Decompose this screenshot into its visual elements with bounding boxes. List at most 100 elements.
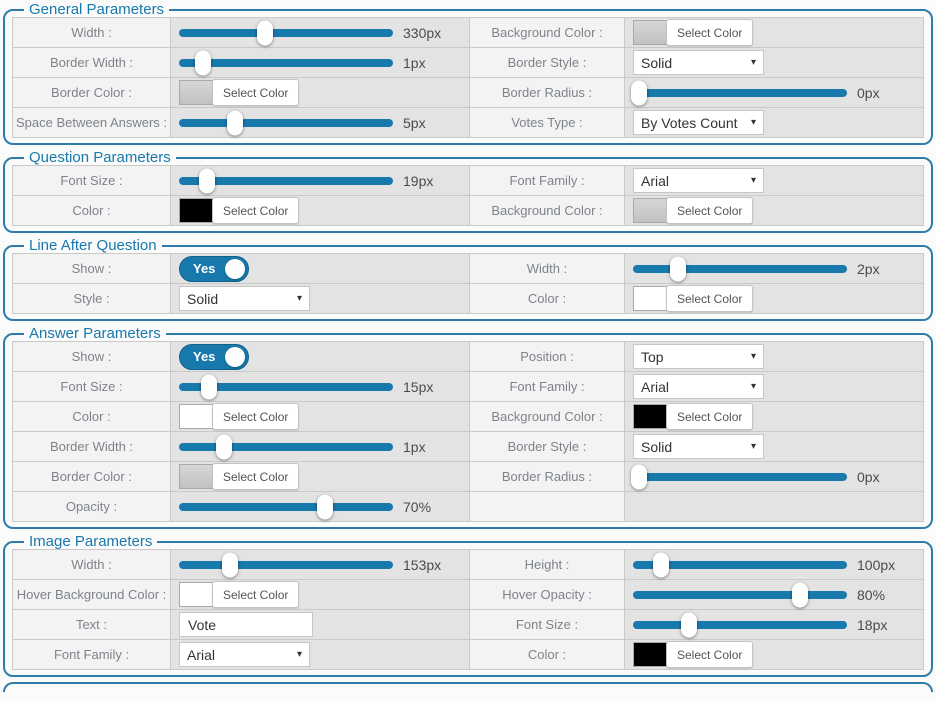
slider-track[interactable] (179, 20, 393, 45)
slider-value: 1px (403, 54, 426, 71)
chevron-down-icon: ▾ (296, 649, 302, 660)
slider-thumb[interactable] (256, 20, 273, 45)
slider-track[interactable] (179, 434, 393, 459)
slider-track[interactable] (631, 464, 847, 489)
select-color-button[interactable]: Select Color (666, 285, 754, 312)
field-label: Border Color : (13, 462, 170, 491)
field-control: 1px (170, 432, 469, 461)
settings-row: Font Size : 19px Font Family : Arial ▾ (13, 166, 923, 195)
slider-thumb[interactable] (200, 374, 217, 399)
select-color-button[interactable]: Select Color (212, 197, 300, 224)
field-label: Position : (469, 342, 624, 371)
slider-thumb[interactable] (316, 494, 333, 519)
slider-thumb[interactable] (215, 434, 232, 459)
field-control: Arial ▾ (170, 640, 469, 669)
field-control: Select Color (624, 284, 923, 313)
slider-track[interactable] (631, 80, 847, 105)
field-label: Border Radius : (469, 462, 624, 491)
slider-track[interactable] (179, 374, 393, 399)
select-dropdown[interactable]: Arial ▾ (633, 374, 764, 399)
select-color-button[interactable]: Select Color (666, 641, 754, 668)
field-label: Opacity : (13, 492, 170, 521)
field-control: Select Color (624, 640, 923, 669)
slider-thumb[interactable] (631, 464, 648, 489)
show-toggle[interactable]: Yes (179, 343, 249, 370)
slider-track[interactable] (633, 582, 847, 607)
show-toggle[interactable]: Yes (179, 255, 249, 282)
select-color-button[interactable]: Select Color (212, 403, 300, 430)
text-input[interactable] (179, 612, 313, 637)
select-color-button[interactable]: Select Color (666, 197, 754, 224)
slider: 153px (179, 552, 441, 577)
field-label: Show : (13, 342, 170, 371)
select-dropdown[interactable]: Arial ▾ (179, 642, 310, 667)
chevron-down-icon: ▾ (750, 175, 756, 186)
field-control (624, 492, 923, 521)
field-control: 5px (170, 108, 469, 137)
field-label: Border Style : (469, 432, 624, 461)
section-line-after-question: Line After Question Show : Yes Width : 2px St… (3, 238, 933, 321)
field-control: 70% (170, 492, 469, 521)
field-label: Hover Opacity : (469, 580, 624, 609)
field-control: 80% (624, 580, 923, 609)
slider-track[interactable] (179, 110, 393, 135)
field-label: Color : (469, 640, 624, 669)
field-label: Hover Background Color : (13, 580, 170, 609)
field-label: Font Family : (469, 166, 624, 195)
toggle-knob (225, 258, 245, 279)
settings-row: Border Width : 1px Border Style : Solid ▾ (13, 47, 923, 77)
slider-thumb[interactable] (194, 50, 211, 75)
field-label: Show : (13, 254, 170, 283)
field-control: Solid ▾ (624, 432, 923, 461)
select-color-button[interactable]: Select Color (212, 463, 300, 490)
chevron-down-icon: ▾ (296, 293, 302, 304)
field-control: Arial ▾ (624, 372, 923, 401)
select-color-button[interactable]: Select Color (212, 79, 300, 106)
select-dropdown[interactable]: Solid ▾ (633, 434, 764, 459)
slider-thumb[interactable] (222, 552, 239, 577)
field-control: 0px (624, 78, 923, 107)
field-label: Font Family : (13, 640, 170, 669)
slider-track[interactable] (179, 494, 393, 519)
slider-thumb[interactable] (652, 552, 669, 577)
field-label: Font Size : (13, 372, 170, 401)
slider: 0px (631, 80, 880, 105)
slider-thumb[interactable] (226, 110, 243, 135)
select-dropdown[interactable]: Arial ▾ (633, 168, 764, 193)
slider-track[interactable] (633, 612, 847, 637)
field-control: Solid ▾ (170, 284, 469, 313)
slider-track[interactable] (633, 552, 847, 577)
slider-track[interactable] (179, 50, 393, 75)
settings-row: Font Family : Arial ▾ Color : Select Color (13, 639, 923, 669)
slider-value: 100px (857, 556, 896, 573)
field-control: By Votes Count ▾ (624, 108, 923, 137)
slider-thumb[interactable] (631, 80, 648, 105)
select-color-button[interactable]: Select Color (666, 19, 754, 46)
select-dropdown[interactable]: Solid ▾ (179, 286, 310, 311)
slider-thumb[interactable] (669, 256, 686, 281)
select-value: Arial (641, 172, 670, 189)
field-label (469, 492, 624, 521)
slider-thumb[interactable] (791, 582, 808, 607)
select-value: Arial (641, 378, 670, 395)
slider-track[interactable] (179, 552, 393, 577)
select-dropdown[interactable]: Solid ▾ (633, 50, 764, 75)
field-control: 15px (170, 372, 469, 401)
field-label: Votes Type : (469, 108, 624, 137)
chevron-down-icon: ▾ (750, 381, 756, 392)
slider-track[interactable] (179, 168, 393, 193)
section-title: Question Parameters (29, 149, 171, 166)
slider-thumb[interactable] (198, 168, 215, 193)
slider-value: 5px (403, 114, 426, 131)
field-label: Font Family : (469, 372, 624, 401)
select-dropdown[interactable]: By Votes Count ▾ (633, 110, 764, 135)
select-color-button[interactable]: Select Color (212, 581, 300, 608)
slider-thumb[interactable] (680, 612, 697, 637)
slider: 18px (633, 612, 887, 637)
color-picker: Select Color (633, 403, 754, 430)
field-control: 2px (624, 254, 923, 283)
select-color-button[interactable]: Select Color (666, 403, 754, 430)
slider-track[interactable] (633, 256, 847, 281)
slider-value: 70% (403, 498, 432, 515)
select-dropdown[interactable]: Top ▾ (633, 344, 764, 369)
